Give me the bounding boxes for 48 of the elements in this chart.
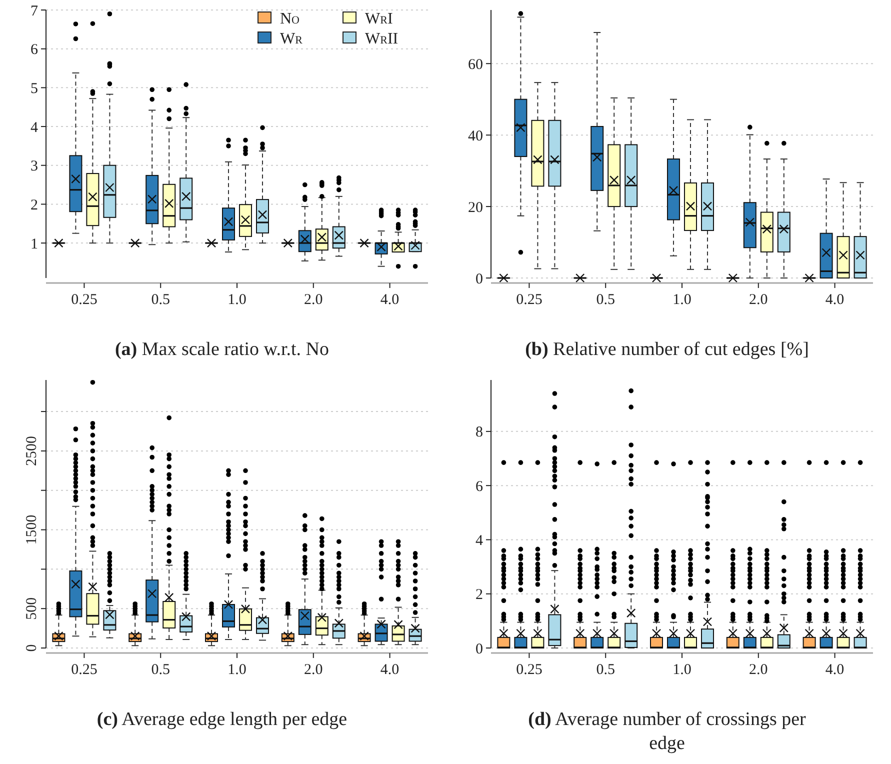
x-tick-label: 1.0 — [672, 292, 692, 308]
x-tick-label: 1.0 — [228, 292, 246, 308]
x-tick-label: 0.25 — [516, 662, 542, 678]
text: (c) Average edge length per edge — [96, 709, 348, 730]
y-tick-label: 5 — [30, 80, 38, 97]
y-tick-label: 20 — [468, 200, 483, 216]
x-tick-label: 4.0 — [380, 662, 400, 678]
x-tick-label: 0.25 — [71, 662, 98, 678]
y-tick-label: 2500 — [24, 436, 40, 466]
x-tick-label: 1.0 — [672, 662, 692, 678]
x-tick-label: 0.5 — [596, 292, 615, 308]
y-tick-label: 0 — [24, 644, 40, 652]
text: (a) Max scale ratio w.r.t. No — [114, 339, 330, 360]
x-tick-label: 0.25 — [71, 292, 98, 308]
y-tick-label: 8 — [476, 424, 483, 441]
y-tick-label: 2 — [476, 587, 483, 604]
y-tick-label: 1 — [30, 236, 38, 252]
x-tick-label: 2.0 — [749, 292, 768, 308]
y-tick-label: 6 — [30, 42, 38, 58]
y-tick-label: 4 — [30, 120, 38, 136]
x-tick-label: 0.5 — [596, 662, 615, 678]
x-tick-label: 1.0 — [228, 662, 246, 678]
y-tick-label: 0 — [476, 271, 483, 288]
y-tick-label: 1500 — [24, 514, 40, 545]
y-tick-label: 40 — [468, 128, 483, 144]
y-tick-label: 60 — [468, 56, 483, 73]
x-tick-label: 2.0 — [304, 662, 323, 678]
x-tick-label: 2.0 — [749, 662, 768, 678]
x-tick-label: 0.5 — [151, 662, 170, 678]
legend-label: WrII — [365, 30, 398, 48]
text: (b) Relative number of cut edges [%] — [525, 339, 809, 360]
x-tick-label: 0.5 — [151, 292, 170, 308]
x-tick-label: 4.0 — [825, 292, 844, 308]
legend-label: Wr — [280, 30, 304, 48]
y-tick-label: 6 — [476, 478, 484, 495]
y-tick-label: 500 — [24, 597, 40, 620]
text: (d) Average number of crossings per edge — [528, 709, 807, 754]
y-tick-label: 0 — [476, 641, 483, 658]
x-tick-label: 2.0 — [304, 292, 323, 308]
x-tick-label: 0.25 — [516, 292, 542, 308]
y-tick-label: 2 — [30, 197, 38, 214]
legend-label: No — [280, 10, 300, 28]
x-tick-label: 4.0 — [380, 292, 400, 308]
x-tick-label: 4.0 — [825, 662, 844, 678]
y-tick-label: 3 — [30, 158, 38, 175]
y-tick-label: 4 — [476, 532, 484, 549]
legend-label: WrI — [365, 10, 393, 28]
y-tick-label: 7 — [30, 3, 38, 20]
